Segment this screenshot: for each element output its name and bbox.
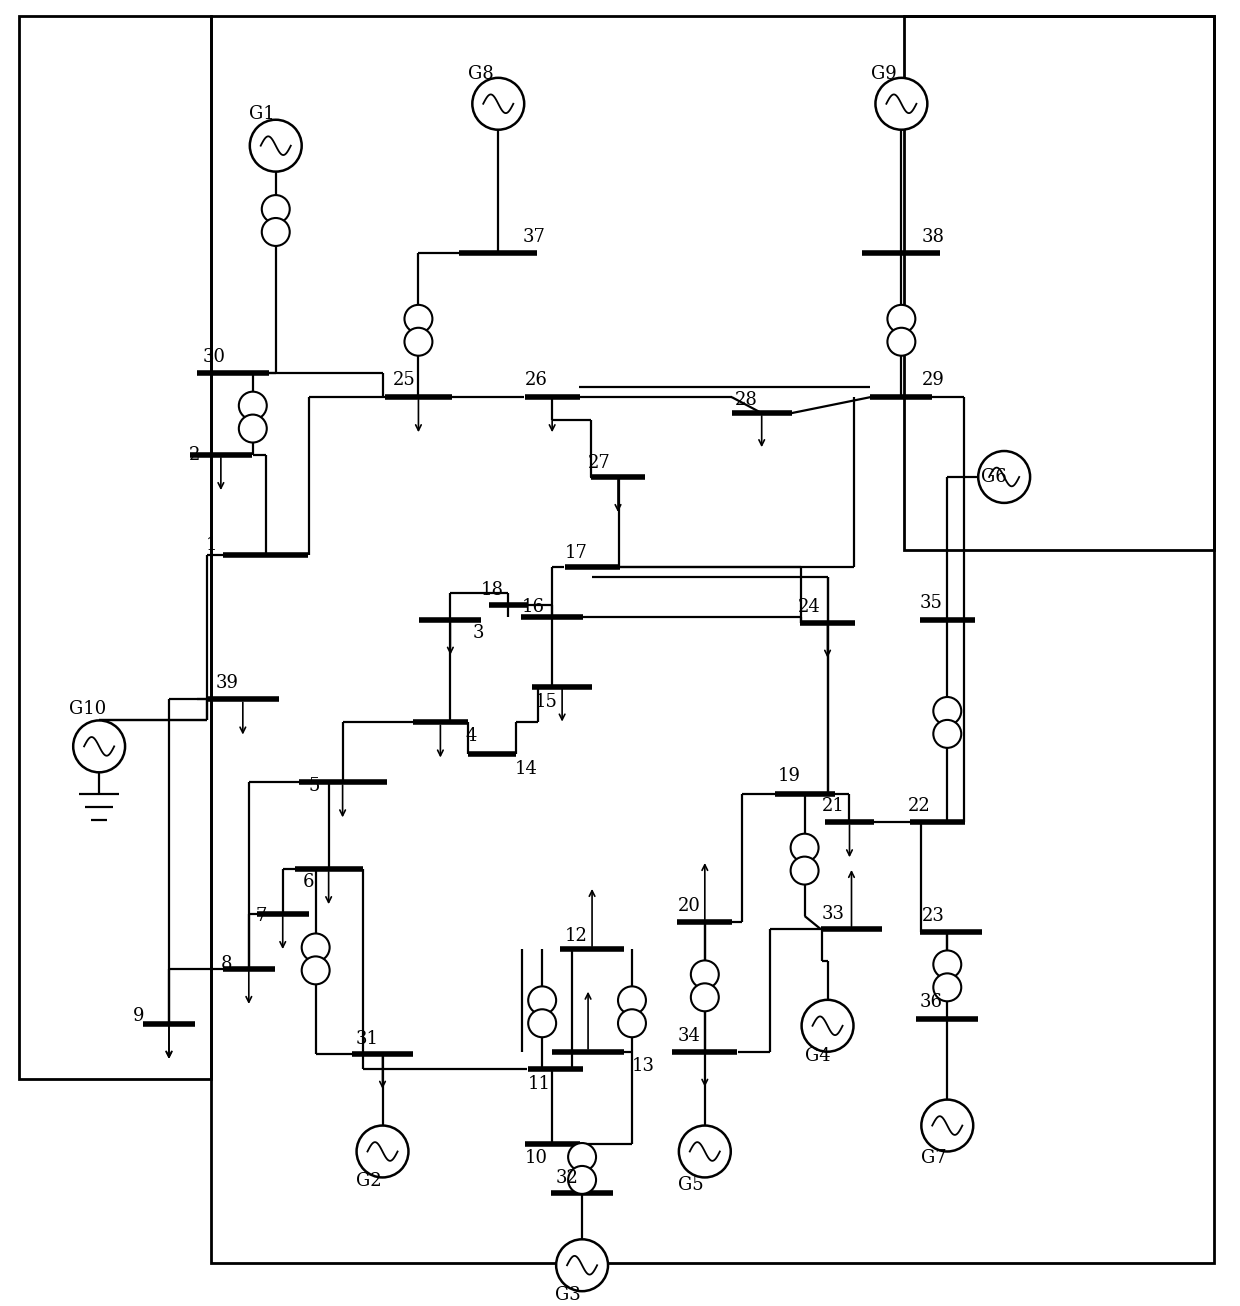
Circle shape	[934, 697, 961, 725]
Text: G5: G5	[678, 1177, 703, 1195]
Text: 23: 23	[921, 906, 944, 925]
Circle shape	[791, 833, 818, 862]
Text: 37: 37	[522, 229, 546, 247]
Circle shape	[568, 1166, 596, 1194]
Circle shape	[921, 1100, 973, 1152]
Text: 22: 22	[908, 797, 930, 815]
Circle shape	[301, 956, 330, 985]
Circle shape	[472, 78, 525, 129]
Text: 33: 33	[822, 905, 844, 923]
Circle shape	[528, 1010, 556, 1037]
Text: 38: 38	[921, 229, 945, 247]
Circle shape	[404, 328, 433, 355]
Text: 29: 29	[921, 371, 944, 389]
Text: G7: G7	[921, 1149, 947, 1168]
Text: 20: 20	[678, 897, 701, 916]
Text: 13: 13	[632, 1057, 655, 1075]
Text: G6: G6	[981, 468, 1007, 486]
Text: G9: G9	[872, 65, 898, 82]
Circle shape	[239, 392, 267, 419]
Text: 34: 34	[678, 1027, 701, 1045]
Text: 24: 24	[797, 598, 821, 615]
Circle shape	[618, 1010, 646, 1037]
Circle shape	[528, 986, 556, 1015]
Text: 3: 3	[472, 624, 484, 641]
Text: 35: 35	[919, 594, 942, 611]
Circle shape	[888, 304, 915, 333]
Circle shape	[568, 1143, 596, 1171]
Text: G4: G4	[805, 1046, 831, 1064]
Text: G10: G10	[69, 700, 107, 718]
Text: 30: 30	[203, 349, 226, 366]
Text: 9: 9	[133, 1007, 145, 1025]
Text: 5: 5	[309, 777, 320, 795]
Circle shape	[934, 973, 961, 1002]
Circle shape	[239, 414, 267, 443]
Text: 39: 39	[216, 674, 239, 691]
Text: 28: 28	[735, 390, 758, 409]
Text: 4: 4	[465, 727, 476, 746]
Text: G3: G3	[556, 1286, 580, 1305]
Text: 7: 7	[255, 906, 267, 925]
Circle shape	[791, 857, 818, 884]
Text: 12: 12	[565, 927, 588, 946]
Text: 8: 8	[221, 955, 232, 973]
Text: 31: 31	[356, 1029, 378, 1047]
Circle shape	[262, 195, 290, 223]
Text: 19: 19	[777, 768, 801, 785]
Text: 6: 6	[303, 874, 314, 891]
Text: G8: G8	[469, 65, 494, 82]
Text: 18: 18	[480, 581, 503, 598]
Circle shape	[691, 983, 719, 1011]
Text: 10: 10	[526, 1149, 548, 1168]
Circle shape	[934, 951, 961, 978]
Circle shape	[357, 1126, 408, 1178]
Text: 17: 17	[565, 543, 588, 562]
Circle shape	[301, 934, 330, 961]
Text: 2: 2	[188, 447, 201, 464]
Circle shape	[978, 451, 1030, 503]
Text: 26: 26	[526, 371, 548, 389]
Circle shape	[249, 120, 301, 171]
Circle shape	[888, 328, 915, 355]
Circle shape	[934, 720, 961, 748]
Text: 25: 25	[393, 371, 415, 389]
Circle shape	[875, 78, 928, 129]
Text: 36: 36	[919, 993, 942, 1011]
Text: 21: 21	[822, 797, 844, 815]
Text: 32: 32	[556, 1169, 578, 1187]
Text: G1: G1	[249, 104, 274, 123]
Text: 14: 14	[516, 760, 538, 778]
Text: 27: 27	[588, 454, 611, 471]
Circle shape	[404, 304, 433, 333]
Text: G2: G2	[356, 1173, 381, 1191]
Circle shape	[262, 218, 290, 246]
Text: 15: 15	[536, 693, 558, 712]
Circle shape	[556, 1239, 608, 1292]
Circle shape	[678, 1126, 730, 1178]
Circle shape	[618, 986, 646, 1015]
Text: 1: 1	[206, 535, 217, 554]
Circle shape	[691, 960, 719, 989]
Text: 16: 16	[522, 598, 546, 615]
Circle shape	[73, 721, 125, 772]
Text: 11: 11	[528, 1075, 552, 1093]
Circle shape	[801, 1000, 853, 1051]
